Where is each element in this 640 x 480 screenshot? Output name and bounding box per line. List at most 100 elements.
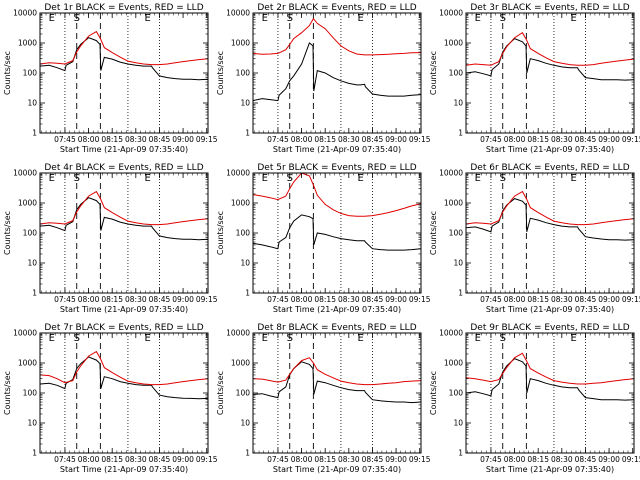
x-tick-label: 09:00 [172,295,194,304]
y-tick-label: 1000 [18,199,37,208]
y-axis-label: Counts/sec [3,51,12,95]
series-events [466,38,634,81]
x-tick-label: 08:45 [149,135,171,144]
chart-title: Det 6r BLACK = Events, RED = LLD [470,163,629,173]
x-axis-label: Start Time (21-Apr-09 07:35:40) [60,305,188,314]
marker-label: S [500,333,506,344]
y-tick-label: 10 [240,99,250,108]
x-axis-label: Start Time (21-Apr-09 07:35:40) [273,305,401,314]
x-tick-label: 07:45 [267,135,289,144]
x-tick-label: 08:15 [527,295,549,304]
x-tick-label: 08:30 [125,135,147,144]
x-tick-label: 09:15 [409,455,431,464]
series-lld [40,190,208,226]
x-tick-label: 08:15 [527,455,549,464]
series-events [253,361,421,404]
x-tick-label: 08:45 [149,295,171,304]
y-tick-label: 100 [23,69,38,78]
marker-label: E [144,13,150,24]
x-tick-label: 09:15 [196,295,218,304]
y-tick-label: 10 [453,419,463,428]
marker-label: E [475,13,481,24]
x-axis-label: Start Time (21-Apr-09 07:35:40) [486,305,614,314]
x-tick-label: 09:15 [409,295,431,304]
series-lld [253,173,421,217]
chart-title: Det 4r BLACK = Events, RED = LLD [44,163,203,173]
marker-label: E [475,333,481,344]
x-tick-label: 08:45 [362,295,384,304]
y-tick-label: 1 [245,129,250,138]
series-events [466,358,634,401]
x-tick-label: 09:00 [385,135,407,144]
marker-label: E [570,173,576,184]
y-tick-label: 10000 [13,9,37,18]
series-lld [253,17,421,56]
marker-label: E [49,333,55,344]
x-tick-label: 08:00 [504,455,526,464]
y-axis-label: Counts/sec [429,51,438,95]
y-tick-label: 1000 [444,199,463,208]
x-tick-label: 08:15 [101,455,123,464]
y-tick-label: 1000 [444,359,463,368]
x-tick-label: 09:15 [196,135,218,144]
x-tick-label: 08:45 [362,455,384,464]
x-tick-label: 09:15 [622,135,640,144]
y-tick-label: 10000 [226,9,250,18]
x-tick-label: 08:30 [338,295,360,304]
marker-label: E [144,173,150,184]
x-tick-label: 08:45 [149,455,171,464]
y-tick-label: 10 [27,419,37,428]
x-tick-label: 08:30 [551,135,573,144]
y-tick-label: 1 [32,129,37,138]
y-axis-label: Counts/sec [3,211,12,255]
chart-title: Det 1r BLACK = Events, RED = LLD [44,3,203,13]
y-tick-label: 1000 [444,39,463,48]
y-axis-label: Counts/sec [216,211,225,255]
chart-title: Det 9r BLACK = Events, RED = LLD [470,323,629,333]
x-tick-label: 08:45 [575,135,597,144]
x-tick-label: 09:15 [622,455,640,464]
y-tick-label: 10 [453,259,463,268]
y-tick-label: 1 [458,449,463,458]
marker-label: S [287,173,293,184]
y-tick-label: 1 [245,289,250,298]
x-tick-label: 08:30 [338,455,360,464]
y-tick-label: 10000 [226,169,250,178]
x-tick-label: 07:45 [480,455,502,464]
chart-title: Det 8r BLACK = Events, RED = LLD [257,323,416,333]
series-lld [466,31,634,66]
x-tick-label: 09:00 [598,135,620,144]
x-tick-label: 07:45 [54,295,76,304]
marker-label: E [475,173,481,184]
y-tick-label: 1 [32,289,37,298]
marker-label: E [49,173,55,184]
x-tick-label: 08:15 [101,135,123,144]
y-axis-label: Counts/sec [216,51,225,95]
x-tick-label: 08:00 [291,135,313,144]
x-tick-label: 08:45 [362,135,384,144]
y-tick-label: 100 [236,389,251,398]
x-tick-label: 08:30 [551,295,573,304]
series-events [40,197,208,241]
y-tick-label: 10000 [439,9,463,18]
y-tick-label: 10 [27,259,37,268]
series-events [466,198,634,241]
chart-title: Det 7r BLACK = Events, RED = LLD [44,323,203,333]
x-tick-label: 09:00 [598,295,620,304]
y-tick-label: 1000 [231,359,250,368]
x-tick-label: 08:00 [78,135,100,144]
x-tick-label: 08:15 [314,135,336,144]
marker-label: E [49,13,55,24]
x-tick-label: 09:00 [172,455,194,464]
x-tick-label: 08:45 [575,455,597,464]
y-tick-label: 100 [449,229,464,238]
marker-label: E [262,13,268,24]
x-tick-label: 09:00 [385,295,407,304]
x-axis-label: Start Time (21-Apr-09 07:35:40) [486,465,614,474]
x-axis-label: Start Time (21-Apr-09 07:35:40) [60,145,188,154]
marker-label: E [357,333,363,344]
